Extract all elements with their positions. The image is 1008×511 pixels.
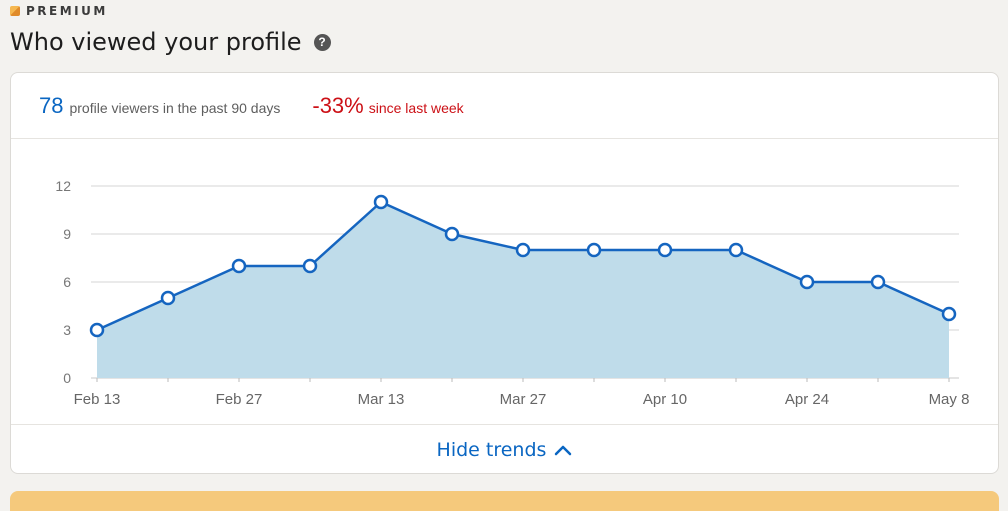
y-tick-label: 3 <box>63 322 71 338</box>
profile-views-card: 78 profile viewers in the past 90 days -… <box>10 72 999 474</box>
hide-trends-label: Hide trends <box>436 439 547 461</box>
page-header: Who viewed your profile ? <box>10 28 331 56</box>
viewers-count: 78 <box>39 92 64 118</box>
area-fill <box>97 202 949 378</box>
x-tick-label: Mar 13 <box>358 391 405 408</box>
x-tick-label: Apr 24 <box>785 391 829 408</box>
page-title: Who viewed your profile <box>10 28 302 56</box>
data-point <box>302 258 318 274</box>
x-tick-label: Mar 27 <box>500 391 547 408</box>
y-tick-label: 9 <box>63 226 71 242</box>
x-tick-label: Feb 27 <box>216 391 263 408</box>
data-point <box>941 306 957 322</box>
hide-trends-button[interactable]: Hide trends <box>437 439 573 461</box>
y-tick-label: 6 <box>63 274 71 290</box>
data-point <box>160 290 176 306</box>
data-point <box>799 274 815 290</box>
data-point <box>515 242 531 258</box>
x-tick-label: Apr 10 <box>643 391 687 408</box>
card-footer: Hide trends <box>11 424 998 473</box>
y-tick-label: 12 <box>55 178 71 194</box>
data-point <box>444 226 460 242</box>
viewers-text: profile viewers in the past 90 days <box>69 99 281 116</box>
trend-chart: 0 3 6 9 12 Feb 13 Feb 27 Mar 13 Mar 27 Apr 10 Apr … <box>11 139 998 425</box>
change-stat: -33% since last week <box>312 93 463 119</box>
chevron-up-icon <box>555 445 572 456</box>
data-point <box>373 194 389 210</box>
x-tick-label: Feb 13 <box>74 391 121 408</box>
data-point <box>728 242 744 258</box>
data-point <box>870 274 886 290</box>
data-point <box>657 242 673 258</box>
change-value: -33% <box>312 92 364 118</box>
data-point <box>231 258 247 274</box>
help-icon[interactable]: ? <box>313 33 331 51</box>
data-point <box>586 242 602 258</box>
x-tick-label: May 8 <box>929 391 970 408</box>
trend-chart-svg: 0 3 6 9 12 Feb 13 Feb 27 Mar 13 Mar 27 Apr 10 Apr … <box>55 178 970 408</box>
data-point <box>89 322 105 338</box>
y-tick-label: 0 <box>63 370 71 386</box>
change-text: since last week <box>368 99 464 116</box>
premium-label: PREMIUM <box>26 4 108 18</box>
viewers-stat: 78 profile viewers in the past 90 days <box>39 93 280 119</box>
premium-badge: PREMIUM <box>10 4 108 18</box>
next-card-edge <box>10 491 999 511</box>
summary-row: 78 profile viewers in the past 90 days -… <box>11 73 998 139</box>
premium-icon <box>10 6 20 16</box>
